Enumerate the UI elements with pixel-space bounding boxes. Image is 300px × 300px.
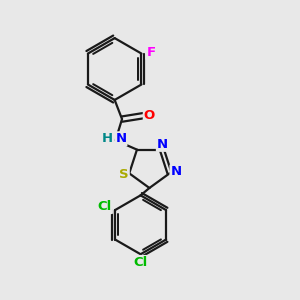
Text: Cl: Cl [134,256,148,269]
Text: Cl: Cl [98,200,112,213]
Text: F: F [146,46,155,59]
Text: N: N [170,165,182,178]
Text: S: S [119,168,129,181]
Text: N: N [115,132,126,145]
Text: H: H [102,132,113,145]
Text: O: O [144,109,155,122]
Text: N: N [157,138,168,151]
